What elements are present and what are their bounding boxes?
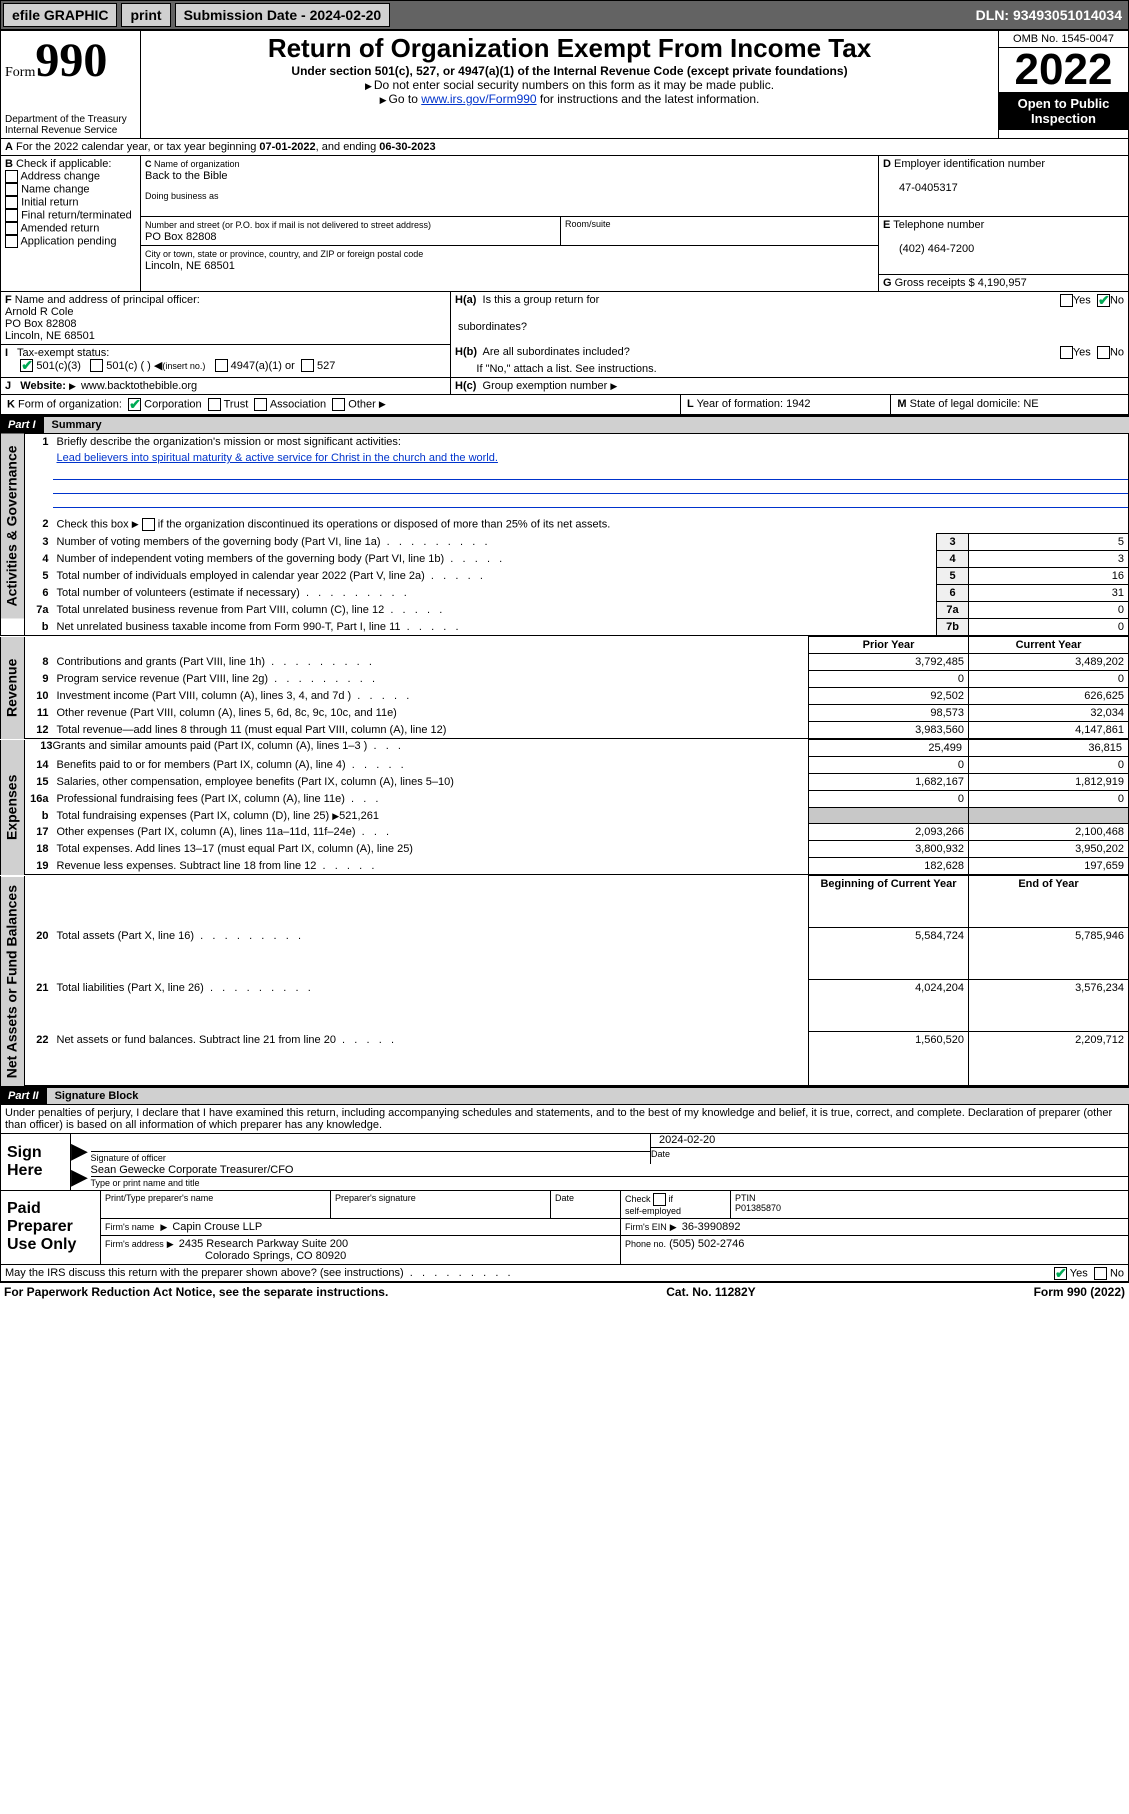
dept-treasury: Department of the Treasury [5, 114, 136, 125]
form-number: Form990 [5, 33, 136, 88]
org-name: Back to the Bible [145, 170, 228, 182]
firm-addr2: Colorado Springs, CO 80920 [205, 1250, 346, 1262]
firm-phone: (505) 502-2746 [669, 1238, 744, 1250]
section-b: B Check if applicable: Address change Na… [1, 156, 141, 291]
submission-date: Submission Date - 2024-02-20 [175, 3, 391, 27]
form-title: Return of Organization Exempt From Incom… [145, 33, 994, 64]
f-h-block: F Name and address of principal officer:… [0, 292, 1129, 396]
v7a: 0 [969, 602, 1129, 619]
ptin: P01385870 [735, 1203, 781, 1213]
cb-501c3[interactable] [20, 359, 33, 372]
cb-discontinued[interactable] [142, 518, 155, 531]
firm-addr1: 2435 Research Parkway Suite 200 [179, 1238, 348, 1250]
paid-preparer-block: Paid Preparer Use Only Print/Type prepar… [0, 1191, 1129, 1265]
room-suite: Room/suite [561, 217, 879, 246]
cb-hb-yes[interactable] [1060, 346, 1073, 359]
mission: Lead believers into spiritual maturity &… [57, 452, 498, 464]
discuss-row: May the IRS discuss this return with the… [0, 1265, 1129, 1283]
dln: DLN: 93493051014034 [970, 4, 1128, 26]
identity-block: B Check if applicable: Address change Na… [0, 156, 1129, 292]
line-a: A For the 2022 calendar year, or tax yea… [0, 139, 1129, 156]
print-button[interactable]: print [121, 3, 170, 27]
officer-name: Arnold R Cole [5, 306, 73, 318]
cb-other[interactable] [332, 398, 345, 411]
cb-final-return[interactable] [5, 209, 18, 222]
cb-app-pending[interactable] [5, 235, 18, 248]
city-state-zip: Lincoln, NE 68501 [145, 260, 235, 272]
v7b: 0 [969, 619, 1129, 636]
website: www.backtothebible.org [81, 380, 197, 392]
v4: 3 [969, 551, 1129, 568]
side-activities: Activities & Governance [1, 434, 25, 619]
side-revenue: Revenue [1, 637, 25, 739]
cb-discuss-no[interactable] [1094, 1267, 1107, 1280]
cb-501c[interactable] [90, 359, 103, 372]
open-inspection: Open to Public Inspection [999, 92, 1128, 130]
declaration: Under penalties of perjury, I declare th… [0, 1105, 1129, 1133]
street: PO Box 82808 [145, 231, 217, 243]
cb-hb-no[interactable] [1097, 346, 1110, 359]
cb-initial-return[interactable] [5, 196, 18, 209]
k-l-m-block: K Form of organization: Corporation Trus… [0, 395, 1129, 415]
paid-preparer: Paid Preparer Use Only [1, 1191, 101, 1265]
v5: 16 [969, 568, 1129, 585]
footer: For Paperwork Reduction Act Notice, see … [0, 1283, 1129, 1301]
cb-527[interactable] [301, 359, 314, 372]
sign-here-block: Sign Here ▶ Signature of officer 2024-02… [0, 1133, 1129, 1191]
cb-4947[interactable] [215, 359, 228, 372]
v3: 5 [969, 534, 1129, 551]
part1-revenue: Revenue Prior Year Current Year 8Contrib… [0, 636, 1129, 739]
gross-receipts: 4,190,957 [978, 277, 1027, 289]
cb-discuss-yes[interactable] [1054, 1267, 1067, 1280]
part1-header: Part I Summary [0, 415, 1129, 434]
cb-self-employed[interactable] [653, 1193, 666, 1206]
phone: (402) 464-7200 [899, 243, 974, 255]
state-domicile: NE [1023, 398, 1038, 410]
tax-year: 2022 [999, 48, 1128, 92]
cb-ha-yes[interactable] [1060, 294, 1073, 307]
section-g: G Gross receipts $ 4,190,957 [879, 274, 1129, 291]
year-formation: 1942 [786, 398, 810, 410]
cb-amended[interactable] [5, 222, 18, 235]
irs-link[interactable]: www.irs.gov/Form990 [421, 92, 536, 106]
form-header: Form990 Department of the Treasury Inter… [0, 30, 1129, 139]
efile-badge: efile GRAPHIC [3, 3, 117, 27]
form-subtitle: Under section 501(c), 527, or 4947(a)(1)… [145, 64, 994, 78]
top-bar: efile GRAPHIC print Submission Date - 20… [0, 0, 1129, 30]
irs-label: Internal Revenue Service [5, 125, 136, 136]
firm-ein: 36-3990892 [682, 1221, 741, 1233]
part1-netassets: Net Assets or Fund Balances Beginning of… [0, 875, 1129, 1087]
cb-assoc[interactable] [254, 398, 267, 411]
sig-date: 2024-02-20 [651, 1134, 1128, 1146]
section-j: J Website: www.backtothebible.org [1, 378, 451, 395]
cb-corp[interactable] [128, 398, 141, 411]
cb-ha-no[interactable] [1097, 294, 1110, 307]
officer-name-title: Sean Gewecke Corporate Treasurer/CFO [91, 1164, 1129, 1177]
note-ssn: Do not enter social security numbers on … [145, 78, 994, 92]
firm-name: Capin Crouse LLP [172, 1221, 262, 1233]
part1-expenses: Expenses 13Grants and similar amounts pa… [0, 739, 1129, 875]
cb-name-change[interactable] [5, 183, 18, 196]
cb-trust[interactable] [208, 398, 221, 411]
sign-here: Sign Here [1, 1133, 71, 1190]
note-link: Go to www.irs.gov/Form990 for instructio… [145, 92, 994, 106]
cb-address-change[interactable] [5, 170, 18, 183]
part2-header: Part II Signature Block [0, 1087, 1129, 1105]
v6: 31 [969, 585, 1129, 602]
part1-governance: Activities & Governance 1 Briefly descri… [0, 434, 1129, 636]
side-expenses: Expenses [1, 740, 25, 875]
side-netassets: Net Assets or Fund Balances [1, 876, 25, 1086]
ein: 47-0405317 [899, 182, 958, 194]
section-d: D Employer identification number 47-0405… [879, 156, 1129, 217]
